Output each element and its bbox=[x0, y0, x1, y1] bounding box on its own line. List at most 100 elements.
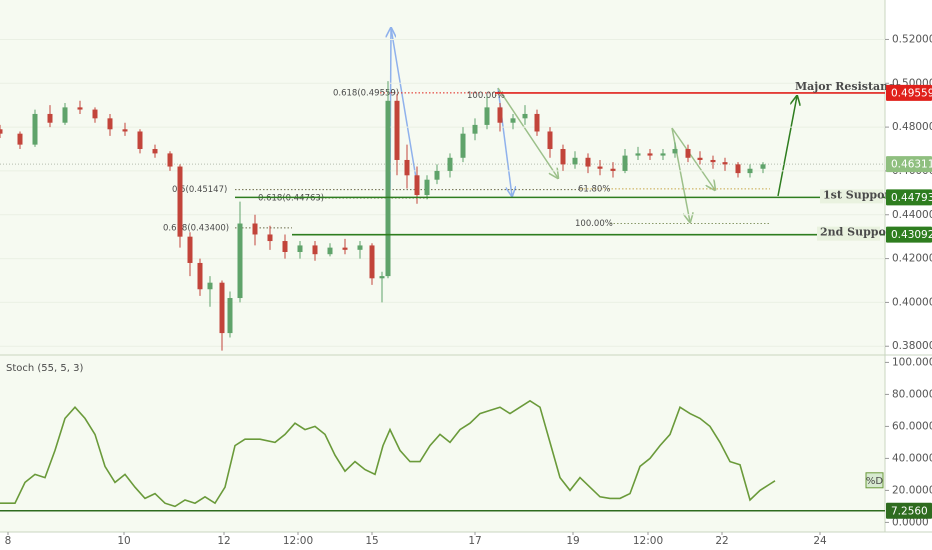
y-tick-label: 0.44000 bbox=[892, 209, 932, 221]
candle-body bbox=[572, 157, 578, 165]
candle-body bbox=[137, 131, 143, 150]
candle-body bbox=[497, 107, 503, 123]
candle-body bbox=[710, 159, 716, 163]
candle-body bbox=[152, 149, 158, 154]
candle-body bbox=[424, 179, 430, 196]
candle-body bbox=[342, 247, 348, 250]
candle-body bbox=[282, 241, 288, 253]
candle-body bbox=[747, 168, 753, 174]
x-tick-label: 12:00 bbox=[283, 535, 313, 547]
y-tick-label: 100.0000 bbox=[892, 356, 932, 368]
x-tick-label: 19 bbox=[566, 535, 579, 547]
candle-body bbox=[635, 153, 641, 156]
candle-body bbox=[597, 166, 603, 169]
candle-body bbox=[47, 113, 53, 123]
x-tick-label: 10 bbox=[117, 535, 130, 547]
price-tag-label: 0.49559 bbox=[891, 87, 932, 99]
x-tick-label: 17 bbox=[468, 535, 481, 547]
candle-body bbox=[472, 124, 478, 134]
candle-body bbox=[760, 164, 766, 169]
price-tag bbox=[886, 84, 932, 101]
stoch-line bbox=[0, 399, 776, 508]
candle-body bbox=[62, 107, 68, 123]
candle-body bbox=[394, 100, 400, 160]
candle-body bbox=[32, 113, 38, 145]
candle-body bbox=[534, 113, 540, 132]
fib-label: 100.00% bbox=[467, 91, 505, 101]
candle-body bbox=[647, 153, 653, 156]
candle-body bbox=[585, 157, 591, 167]
price-tag bbox=[886, 502, 932, 519]
candle-body bbox=[177, 166, 183, 237]
candle-body bbox=[414, 175, 420, 196]
arrow bbox=[777, 96, 797, 197]
x-tick-label: 15 bbox=[365, 535, 378, 547]
price-tag-label: 0.46311 bbox=[891, 159, 932, 171]
candle-body bbox=[610, 168, 616, 171]
arrow bbox=[497, 87, 558, 178]
legend-tag bbox=[865, 472, 884, 489]
candle-body bbox=[252, 223, 258, 235]
y-tick-label: 60.0000 bbox=[892, 420, 932, 432]
candle-body bbox=[297, 245, 303, 253]
level-label: 2nd Support bbox=[820, 226, 898, 239]
price-tag bbox=[886, 189, 932, 206]
fib-label: 0.618(0.49559) bbox=[333, 88, 399, 98]
arrow bbox=[671, 127, 715, 190]
legend-label: %D bbox=[866, 476, 884, 487]
price-tag-label: 7.2560 bbox=[891, 505, 928, 517]
level-label: Major Resistance bbox=[795, 80, 902, 93]
plot-background bbox=[0, 0, 885, 532]
candle-body bbox=[672, 149, 678, 154]
candle-body bbox=[237, 223, 243, 299]
y-tick-label: 0.0000 bbox=[892, 516, 929, 528]
candle-body bbox=[77, 107, 83, 110]
y-tick-label: 0.42000 bbox=[892, 253, 932, 265]
y-tick-label: 0.48000 bbox=[892, 121, 932, 133]
candle-body bbox=[379, 276, 385, 279]
fib-label: 0.618(0.43400) bbox=[163, 223, 229, 233]
level-label-bg bbox=[817, 226, 880, 241]
candle-body bbox=[369, 245, 375, 279]
candle-body bbox=[197, 262, 203, 290]
x-tick-label: 22 bbox=[715, 535, 728, 547]
price-tag bbox=[886, 226, 932, 243]
y-tick-label: 0.40000 bbox=[892, 296, 932, 308]
level-label: 1st Support bbox=[823, 188, 896, 201]
y-tick-label: 80.0000 bbox=[892, 388, 932, 400]
arrow bbox=[390, 27, 419, 191]
candle-body bbox=[187, 236, 193, 263]
candle-body bbox=[510, 118, 516, 123]
y-tick-label: 20.0000 bbox=[892, 484, 932, 496]
level-label-bg bbox=[820, 189, 883, 204]
candle-body bbox=[622, 155, 628, 171]
candle-body bbox=[685, 149, 691, 158]
candle-body bbox=[434, 170, 440, 180]
x-tick-label: 24 bbox=[813, 535, 827, 547]
panel-title: Stoch (55, 5, 3) bbox=[6, 363, 83, 374]
fib-label: 0.5(0.45147) bbox=[172, 185, 227, 195]
candle-body bbox=[122, 129, 128, 132]
candle-body bbox=[460, 133, 466, 158]
candle-body bbox=[357, 245, 363, 250]
candle-body bbox=[107, 118, 113, 130]
candle-body bbox=[660, 153, 666, 156]
candle-body bbox=[522, 113, 528, 119]
candle-body bbox=[404, 159, 410, 176]
candle-body bbox=[312, 245, 318, 255]
y-tick-label: 0.52000 bbox=[892, 33, 932, 45]
candle-body bbox=[219, 282, 225, 334]
candle-body bbox=[484, 107, 490, 125]
candle-body bbox=[92, 109, 98, 119]
x-tick-label: 12 bbox=[217, 535, 230, 547]
candle-body bbox=[227, 298, 233, 334]
fib-label: 61.80% bbox=[578, 184, 610, 194]
price-tag-label: 0.43092 bbox=[891, 229, 932, 241]
candle-body bbox=[267, 234, 273, 242]
x-tick-label: 8 bbox=[5, 535, 12, 547]
y-tick-label: 0.38000 bbox=[892, 340, 932, 352]
candle-body bbox=[447, 157, 453, 171]
candle-body bbox=[697, 157, 703, 160]
candle-body bbox=[17, 133, 23, 145]
